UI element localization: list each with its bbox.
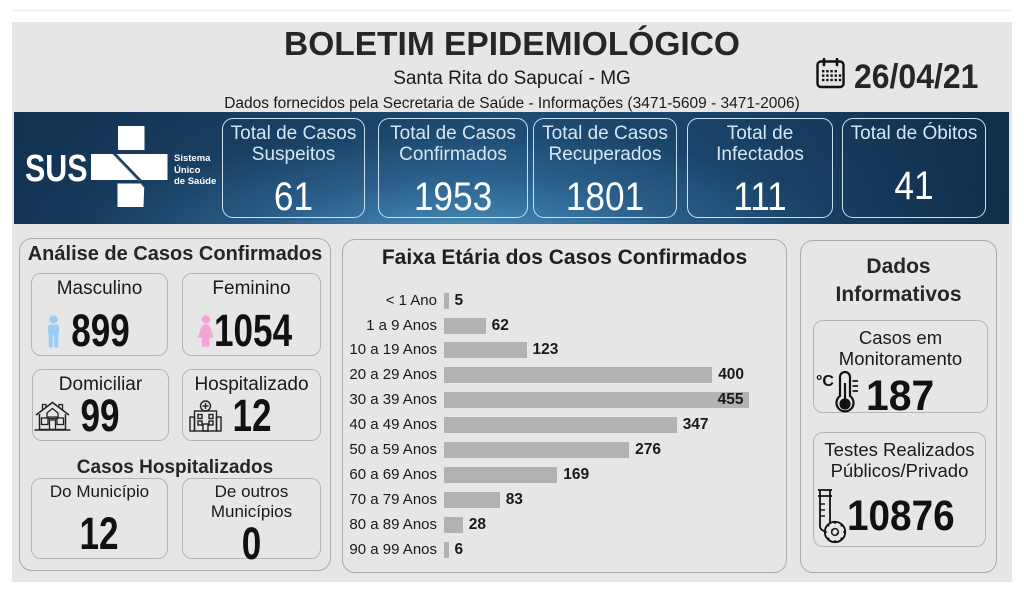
svg-text:°C: °C <box>816 373 834 390</box>
